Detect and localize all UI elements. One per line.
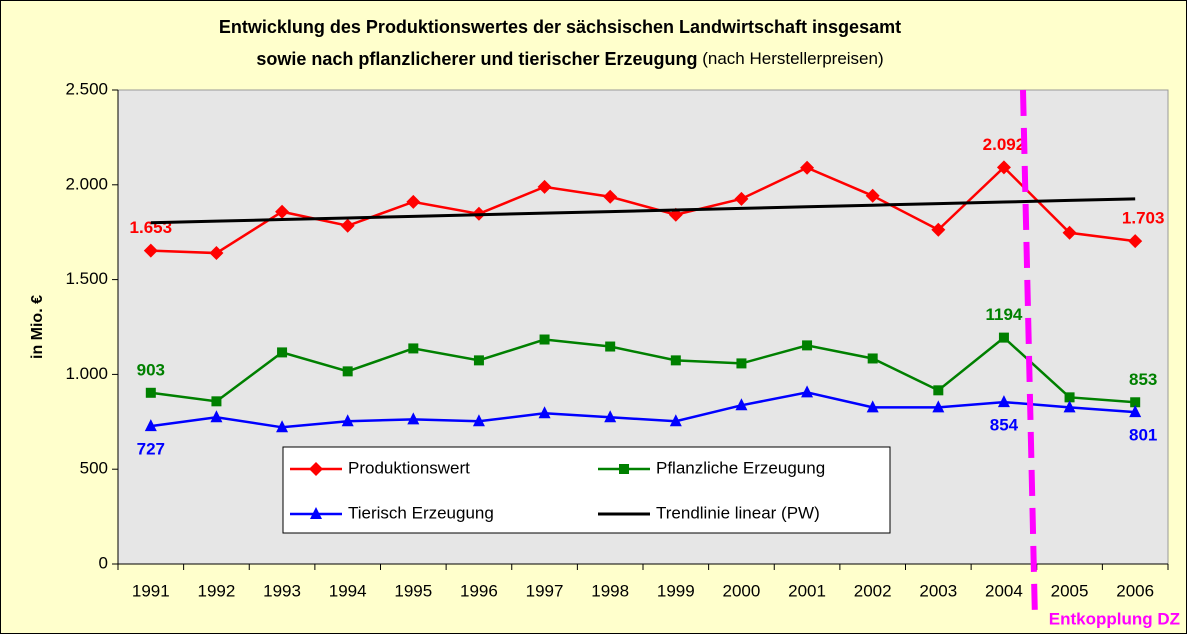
point xyxy=(143,243,158,258)
decoupling-line xyxy=(1020,89,1038,621)
point xyxy=(407,412,420,425)
data-label: 854 xyxy=(990,416,1019,435)
y-tick-label: 1.000 xyxy=(65,364,108,383)
y-tick-label: 2.500 xyxy=(65,79,108,98)
point xyxy=(619,464,629,474)
x-tick-label: 2006 xyxy=(1116,581,1154,600)
point xyxy=(277,347,288,358)
data-label: 801 xyxy=(1129,426,1157,445)
point xyxy=(539,334,550,345)
point xyxy=(275,204,290,219)
point xyxy=(1063,400,1076,413)
point xyxy=(473,355,484,366)
point xyxy=(800,160,815,175)
point xyxy=(309,462,323,476)
x-tick-label: 1992 xyxy=(198,581,236,600)
x-tick-label: 1998 xyxy=(591,581,629,600)
point xyxy=(933,385,944,396)
legend-label: Pflanzliche Erzeugung xyxy=(656,458,825,477)
point xyxy=(997,395,1010,408)
legend-label: Tierisch Erzeugung xyxy=(348,503,494,522)
chart-title-line2: sowie nach pflanzlicherer und tierischer… xyxy=(256,49,883,69)
point xyxy=(604,410,617,423)
data-label: 727 xyxy=(137,440,165,459)
point xyxy=(1130,397,1141,408)
legend-label: Produktionswert xyxy=(348,458,470,477)
point xyxy=(210,410,223,423)
point xyxy=(605,341,616,352)
point xyxy=(276,420,289,433)
point xyxy=(340,218,355,233)
x-tick-label: 1995 xyxy=(394,581,432,600)
point xyxy=(736,358,747,369)
point xyxy=(931,222,946,237)
point xyxy=(1062,225,1077,240)
point xyxy=(472,414,485,427)
point xyxy=(145,387,156,398)
x-tick-label: 2001 xyxy=(788,581,826,600)
y-axis-label: in Mio. € xyxy=(29,295,46,359)
point xyxy=(998,332,1009,343)
legend-label: Trendlinie linear (PW) xyxy=(656,503,820,522)
series-line xyxy=(150,335,1136,404)
point xyxy=(801,385,814,398)
data-label: 1.703 xyxy=(1122,209,1165,228)
x-tick-label: 2004 xyxy=(985,581,1023,600)
point xyxy=(342,366,353,377)
data-label: 903 xyxy=(137,360,165,379)
point xyxy=(603,189,618,204)
legend xyxy=(282,446,891,534)
point xyxy=(932,400,945,413)
x-tick-label: 1994 xyxy=(329,581,367,600)
title-line2: sowie nach pflanzlicherer und tierischer… xyxy=(256,49,697,69)
x-tick-label: 1991 xyxy=(132,581,170,600)
point xyxy=(538,406,551,419)
series-line xyxy=(150,197,1136,225)
point xyxy=(1128,234,1143,249)
x-tick-label: 2002 xyxy=(854,581,892,600)
point xyxy=(802,340,813,351)
x-tick-label: 1996 xyxy=(460,581,498,600)
data-label: 2.092 xyxy=(983,135,1026,154)
x-tick-label: 1999 xyxy=(657,581,695,600)
point xyxy=(537,179,552,194)
point xyxy=(341,414,354,427)
point xyxy=(1129,405,1142,418)
x-tick-label: 1997 xyxy=(526,581,564,600)
annotation: Entkopplung DZ xyxy=(1049,609,1180,628)
point xyxy=(144,419,157,432)
point xyxy=(406,194,421,209)
point xyxy=(669,414,682,427)
point xyxy=(211,396,222,407)
x-tick-label: 2000 xyxy=(723,581,761,600)
y-tick-label: 2.000 xyxy=(65,174,108,193)
x-tick-label: 1993 xyxy=(263,581,301,600)
x-tick-label: 2003 xyxy=(919,581,957,600)
point xyxy=(867,353,878,364)
point xyxy=(734,191,749,206)
point xyxy=(1064,392,1075,403)
point xyxy=(735,398,748,411)
subtitle: (nach Herstellerpreisen) xyxy=(702,49,883,68)
y-tick-label: 1.500 xyxy=(65,269,108,288)
point xyxy=(408,343,419,354)
point xyxy=(209,246,224,261)
point xyxy=(310,507,322,519)
y-tick-label: 500 xyxy=(80,459,108,478)
point xyxy=(670,355,681,366)
series-line xyxy=(150,391,1136,429)
data-label: 1194 xyxy=(985,305,1022,324)
x-tick-label: 2005 xyxy=(1051,581,1089,600)
y-tick-label: 0 xyxy=(99,553,108,572)
data-label: 853 xyxy=(1129,370,1157,389)
point xyxy=(865,188,880,203)
point xyxy=(866,400,879,413)
point xyxy=(996,160,1011,175)
chart-title: Entwicklung des Produktionswertes der sä… xyxy=(219,17,901,37)
